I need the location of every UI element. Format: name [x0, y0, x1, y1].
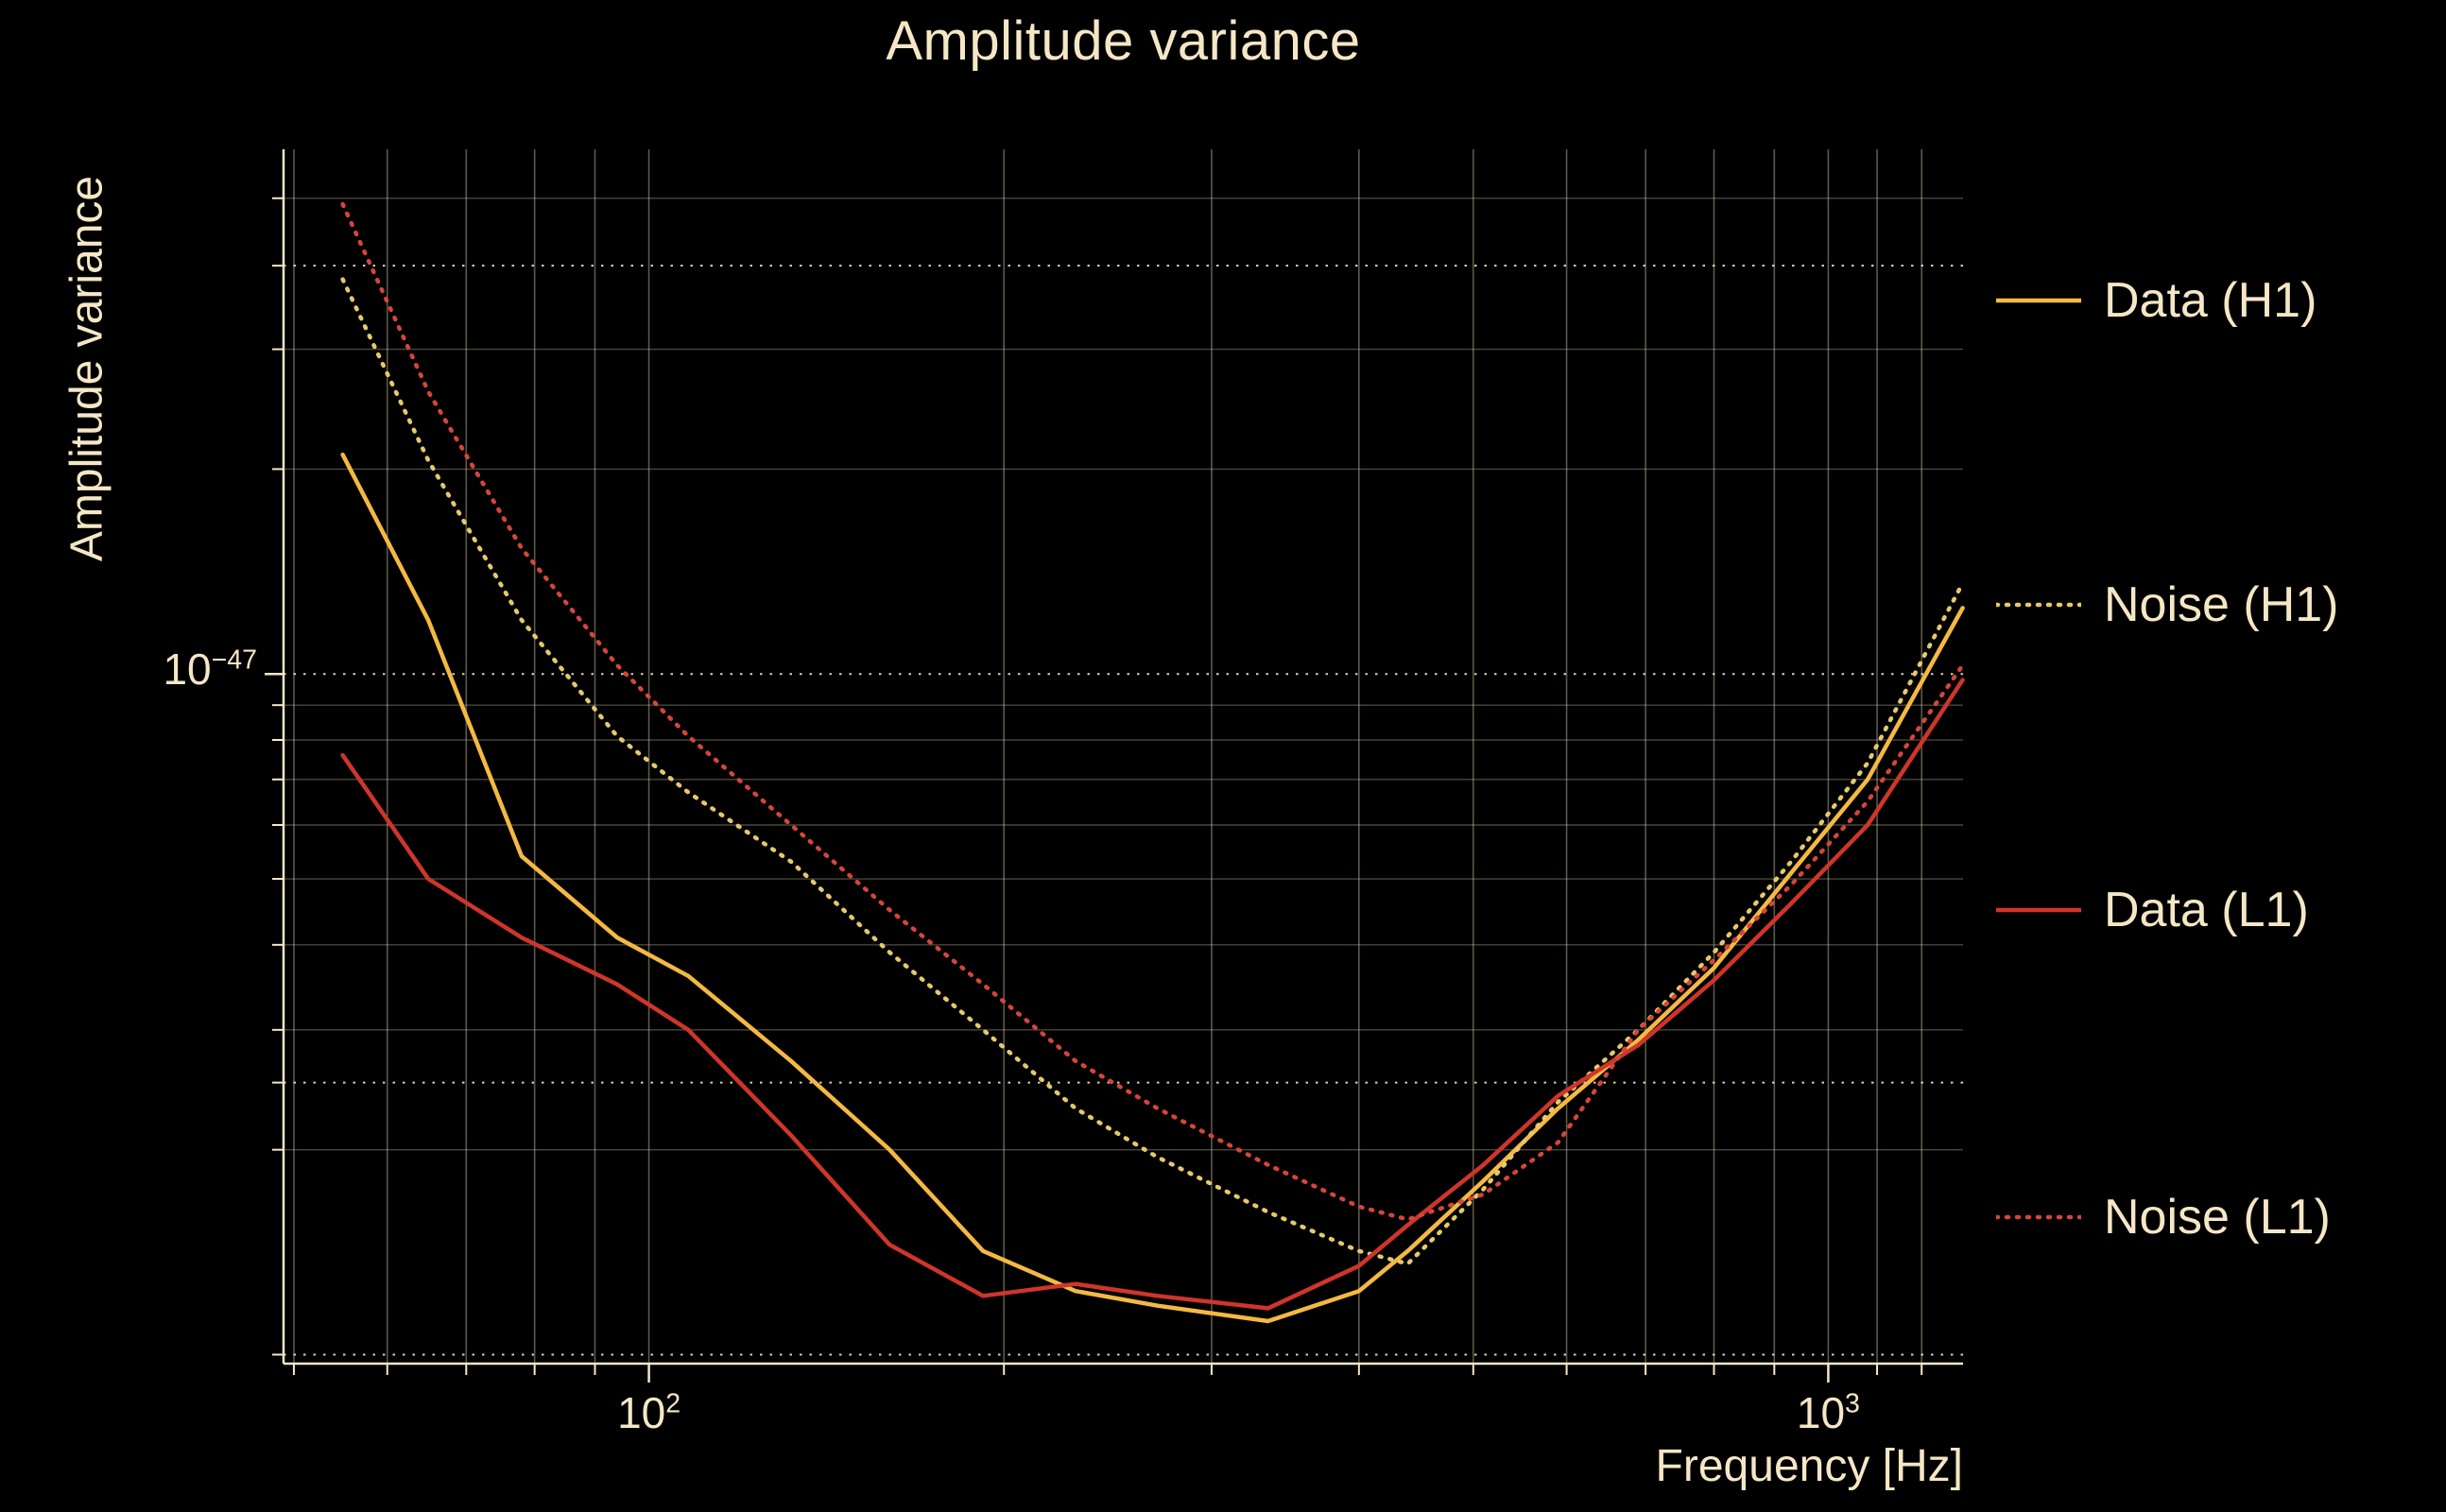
legend-label: Data (L1) [2104, 883, 2309, 937]
legend-label: Noise (L1) [2104, 1190, 2331, 1245]
x-tick-label-1000: 103 [1797, 1387, 1860, 1438]
x-tick-exponent: 3 [1845, 1388, 1860, 1419]
chart-title: Amplitude variance [886, 10, 1361, 72]
legend-item-data-l1: Data (L1) [1996, 882, 2309, 938]
y-tick-base: 10 [163, 644, 212, 695]
series-line-data-l1 [340, 678, 1965, 1311]
legend-line-sample-noise-h1 [1996, 602, 2081, 608]
series-line-noise-l1 [340, 201, 1965, 1222]
series-line-data-h1 [340, 452, 1965, 1324]
x-tick-base: 10 [1796, 1388, 1846, 1437]
series-line-noise-h1 [340, 277, 1965, 1266]
x-tick-base: 10 [617, 1388, 666, 1437]
x-axis-label: Frequency [Hz] [1655, 1441, 1963, 1491]
legend-item-noise-h1: Noise (H1) [1996, 576, 2339, 633]
legend-label: Data (H1) [2104, 273, 2317, 328]
legend-item-data-h1: Data (H1) [1996, 272, 2317, 329]
x-tick-exponent: 2 [665, 1388, 681, 1419]
legend-label: Noise (H1) [2104, 577, 2339, 632]
legend-line-sample-data-l1 [1996, 907, 2081, 913]
y-tick-label: 10−47 [0, 644, 257, 695]
legend-item-noise-l1: Noise (L1) [1996, 1189, 2331, 1246]
legend-line-sample-noise-l1 [1996, 1214, 2081, 1220]
x-tick-label-100: 102 [617, 1387, 680, 1438]
y-tick-exponent: −47 [211, 644, 257, 676]
legend-line-sample-data-h1 [1996, 298, 2081, 303]
